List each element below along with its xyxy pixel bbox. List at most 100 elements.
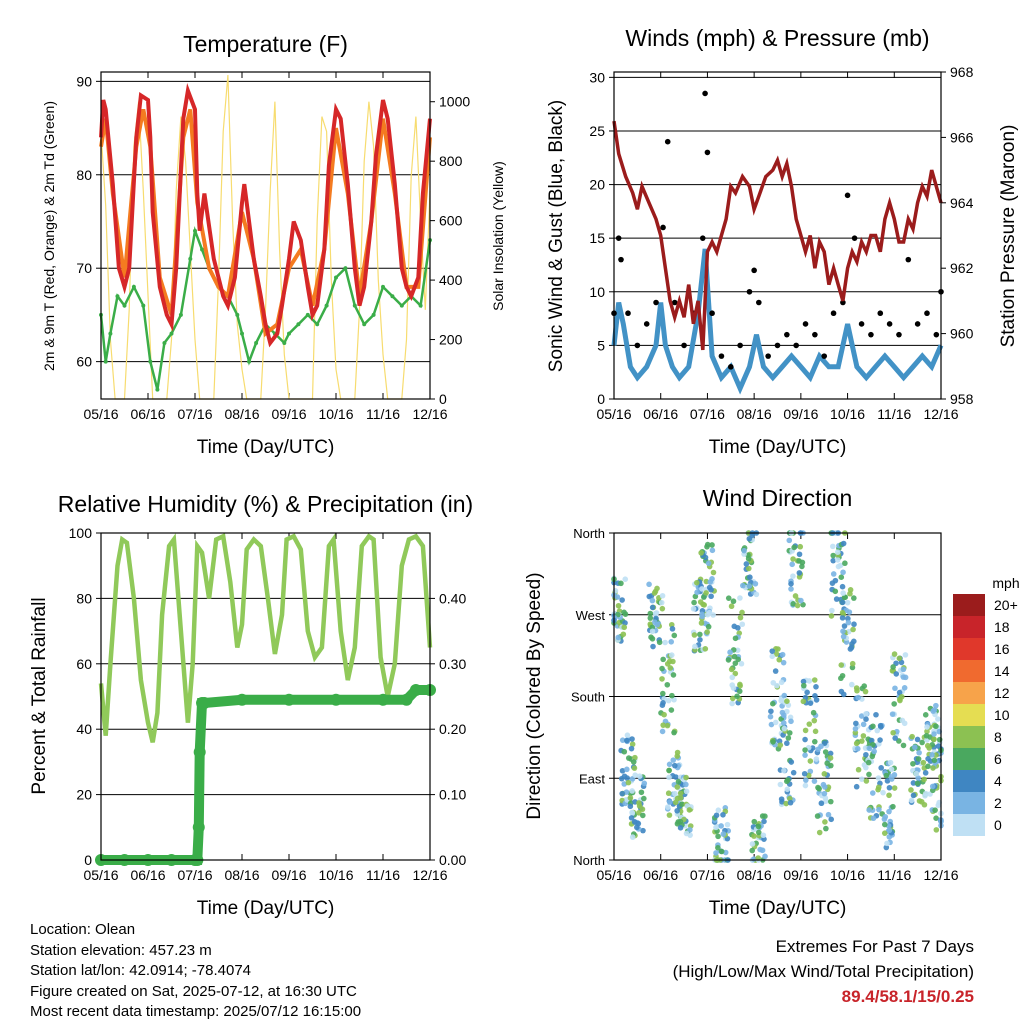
gust-point — [699, 235, 706, 241]
dewpoint-point — [352, 303, 357, 308]
direction-point — [761, 818, 767, 825]
direction-point — [669, 626, 676, 632]
direction-point — [932, 807, 938, 813]
direction-point — [790, 601, 797, 607]
direction-point — [913, 770, 920, 777]
direction-point — [747, 574, 753, 581]
direction-point — [838, 574, 845, 580]
direction-point — [823, 825, 829, 832]
gust-point — [702, 90, 708, 97]
direction-point — [922, 793, 928, 799]
direction-point — [822, 749, 829, 755]
x-tick-label: 11/16 — [366, 867, 400, 883]
direction-point — [863, 711, 869, 717]
direction-point — [886, 792, 892, 799]
gust-point — [851, 235, 858, 241]
x-tick-label: 09/16 — [271, 406, 306, 422]
temp-2m-line — [99, 83, 432, 348]
direction-point — [724, 821, 731, 828]
direction-point — [618, 580, 624, 587]
direction-point — [859, 738, 865, 744]
dewpoint-point — [343, 266, 348, 271]
direction-point — [739, 609, 745, 616]
direction-point — [664, 681, 671, 688]
direction-point — [615, 634, 622, 641]
dewpoint-point — [296, 322, 301, 327]
gust-point — [868, 331, 874, 338]
colorbar-title: mph — [992, 575, 1019, 591]
direction-point — [898, 693, 905, 700]
direction-point — [802, 727, 809, 734]
direction-point — [840, 590, 846, 596]
direction-point — [628, 745, 635, 752]
y-right-axis-label: Station Pressure (Maroon) — [998, 125, 1019, 348]
direction-point — [912, 744, 918, 751]
direction-point — [770, 700, 776, 707]
direction-point — [796, 551, 803, 558]
direction-point — [851, 595, 857, 601]
direction-point — [631, 765, 638, 771]
direction-point — [929, 752, 935, 758]
direction-point — [668, 652, 675, 658]
direction-point — [829, 580, 836, 586]
direction-point — [877, 737, 883, 743]
gust-point — [625, 310, 631, 317]
direction-point — [660, 722, 666, 728]
dewpoint-point — [131, 284, 136, 289]
direction-point — [749, 841, 756, 847]
direction-point — [666, 799, 673, 805]
direction-point — [720, 831, 727, 837]
y-right-tick-label: 1000 — [439, 94, 470, 110]
direction-point — [787, 799, 794, 806]
direction-point — [674, 784, 681, 790]
gust-point — [905, 256, 912, 263]
direction-point — [908, 797, 915, 804]
gust-point — [643, 321, 650, 327]
direction-point — [734, 693, 740, 700]
y-right-axis-label: Solar Insolation (Yellow) — [490, 161, 506, 311]
x-tick-label: 12/16 — [412, 406, 447, 422]
gust-point — [793, 342, 799, 349]
direction-point — [884, 840, 890, 847]
direction-point — [854, 745, 861, 752]
direction-point — [828, 816, 835, 823]
direction-point — [775, 646, 781, 652]
direction-point — [785, 735, 792, 741]
direction-point — [891, 701, 897, 707]
x-tick-label: 05/16 — [83, 867, 118, 883]
direction-point — [647, 610, 654, 617]
direction-point — [661, 711, 667, 718]
direction-point — [648, 634, 654, 640]
direction-point — [615, 602, 622, 609]
direction-point — [666, 761, 673, 768]
direction-point — [802, 782, 809, 789]
precip-point — [330, 693, 342, 706]
direction-point — [705, 623, 712, 630]
y-right-tick-label: 200 — [439, 332, 463, 348]
direction-point — [884, 778, 891, 784]
direction-point — [751, 818, 758, 825]
direction-point — [792, 593, 799, 599]
direction-point — [728, 603, 735, 610]
y-right-tick-label: 0.30 — [439, 656, 466, 672]
direction-point — [821, 790, 828, 797]
y-tick-label: South — [571, 690, 605, 705]
direction-point — [783, 800, 789, 807]
direction-point — [687, 827, 693, 833]
direction-point — [839, 583, 846, 590]
direction-point — [814, 813, 821, 819]
direction-point — [920, 759, 927, 766]
x-axis-label: Time (Day/UTC) — [197, 437, 335, 458]
direction-point — [901, 685, 908, 691]
direction-point — [677, 790, 684, 797]
direction-point — [781, 692, 788, 699]
direction-point — [650, 643, 656, 650]
gust-point — [896, 331, 902, 338]
direction-point — [738, 660, 745, 667]
direction-point — [925, 763, 931, 770]
direction-point — [850, 626, 856, 633]
direction-point — [729, 695, 736, 702]
direction-point — [893, 671, 900, 677]
direction-point — [798, 597, 804, 604]
dewpoint-point — [122, 303, 127, 308]
